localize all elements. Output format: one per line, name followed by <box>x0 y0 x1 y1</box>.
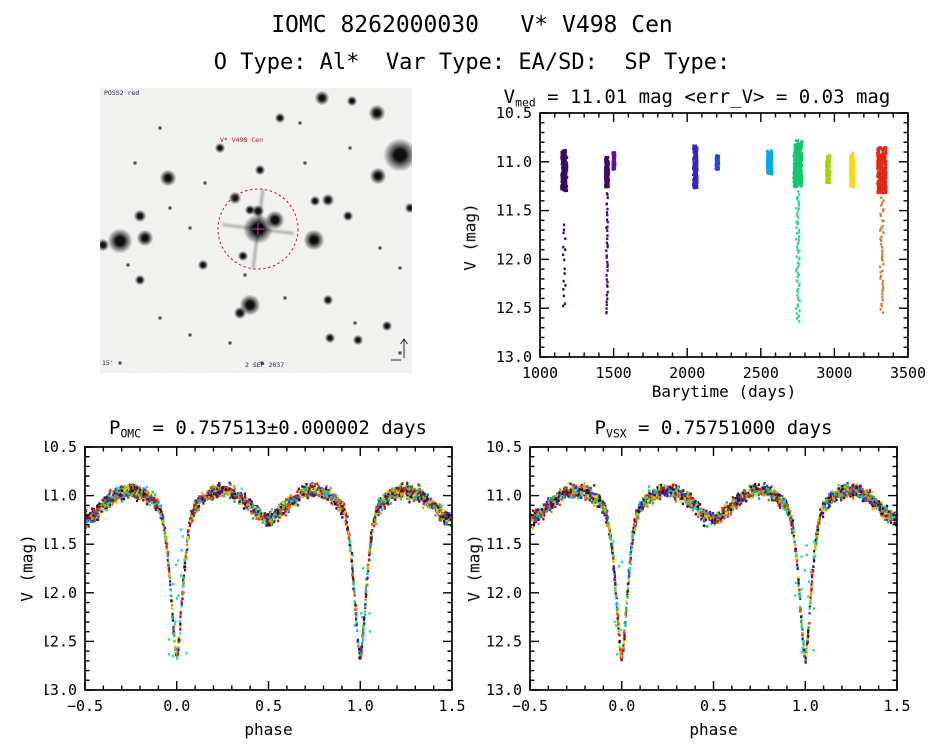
target-circle <box>217 188 299 270</box>
omc-phase-plot <box>45 440 485 747</box>
vsx-phase-ylabel: V (mag) <box>464 534 484 602</box>
target-label: V* V498 Cen <box>220 136 264 144</box>
scale-label: 15' <box>102 359 114 367</box>
omc-phase-xlabel: phase <box>244 720 293 739</box>
compass-icon <box>391 338 408 361</box>
target-star <box>222 189 294 269</box>
date-label: 2 SEP 2037 <box>245 361 285 369</box>
object-type-subtitle: O Type: Al* Var Type: EA/SD: SP Type: <box>213 50 731 75</box>
time-plot-title: Vmed = 11.01 mag <err_V> = 0.03 mag <box>503 86 891 110</box>
time-series-plot <box>450 85 944 415</box>
vsx-phase-title: PVSX = 0.75751000 days <box>594 417 833 441</box>
vsx-phase-plot <box>455 440 944 747</box>
finding-chart: POSS2 red V* V498 Cen 2 SEP 2037 15' <box>96 88 417 373</box>
omc-phase-title: POMC = 0.757513±0.000002 days <box>108 417 427 441</box>
survey-label: POSS2 red <box>104 89 140 97</box>
page-title: IOMC 8262000030 V* V498 Cen <box>271 12 673 38</box>
omc-phase-ylabel: V (mag) <box>17 534 37 602</box>
star-image <box>96 88 417 373</box>
star-points <box>96 90 417 365</box>
time-plot-ylabel: V (mag) <box>460 203 480 271</box>
vsx-phase-xlabel: phase <box>689 720 738 739</box>
time-plot-xlabel: Barytime (days) <box>651 382 797 401</box>
